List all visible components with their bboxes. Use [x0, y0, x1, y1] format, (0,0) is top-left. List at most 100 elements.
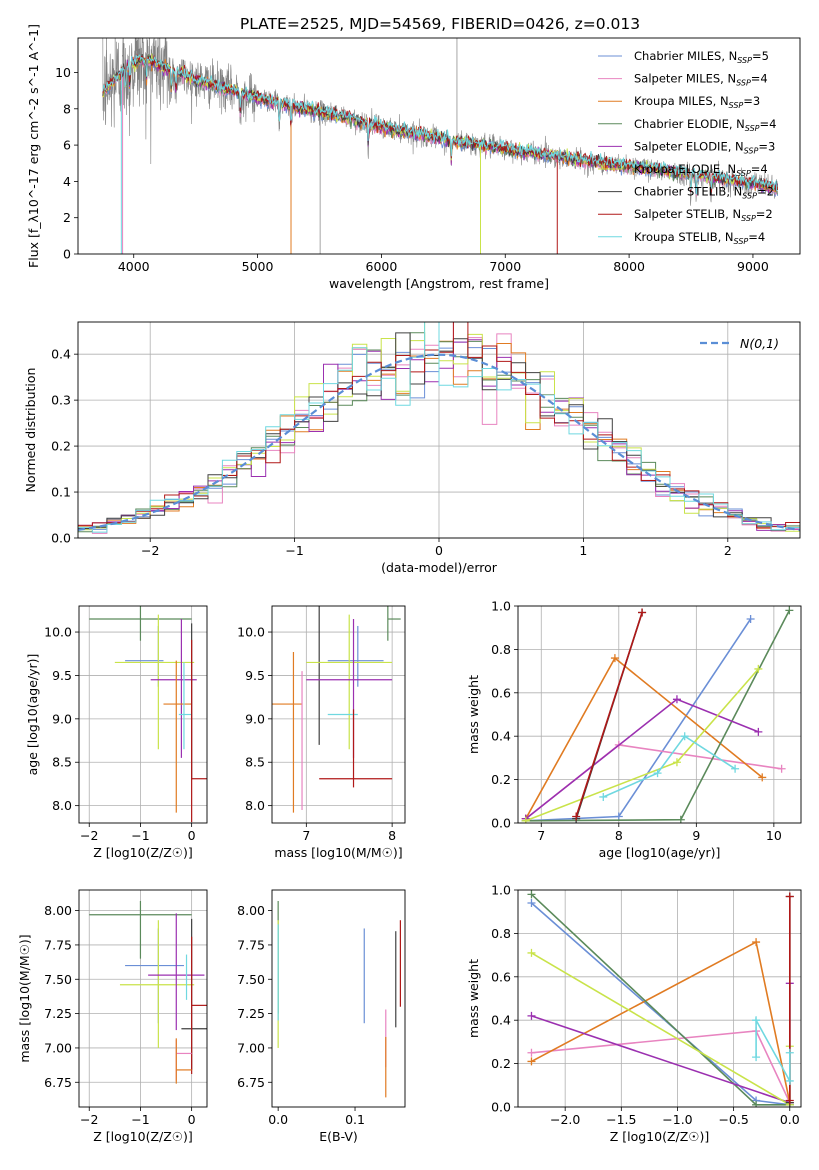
y-tick-label: 0 — [63, 247, 71, 262]
weight-point — [527, 899, 536, 908]
axes-frame — [271, 605, 406, 824]
y-tick-label: 1.0 — [491, 599, 511, 614]
weight-line — [575, 612, 643, 817]
y-tick-label: 1.0 — [491, 883, 511, 898]
y-tick-label: 0.0 — [491, 1100, 511, 1115]
y-tick-label: 8.0 — [52, 798, 72, 813]
y-tick-label: 0.0 — [491, 816, 511, 831]
y-tick-label: 7.25 — [237, 1006, 265, 1021]
y-tick-label: 0.8 — [491, 926, 511, 941]
weight-point — [785, 606, 794, 615]
y-tick-label: 2 — [63, 210, 71, 225]
x-tick-label: 7 — [302, 828, 310, 843]
y-tick-label: 9.0 — [245, 711, 265, 726]
weight-point — [752, 1053, 761, 1062]
weight-line — [525, 656, 763, 820]
weight-point — [638, 608, 647, 617]
model-spectrum — [102, 54, 778, 195]
y-tick-label: 6 — [63, 138, 71, 153]
figure-title: PLATE=2525, MJD=54569, FIBERID=0426, z=0… — [240, 15, 640, 33]
weight-point — [599, 792, 608, 801]
plot-area — [78, 322, 800, 534]
weight-point — [610, 654, 619, 663]
x-axis-label: (data-model)/error — [381, 560, 498, 575]
age_vs_mass-panel: 7 8 8.0 8.5 9.0 9.5 10.0 mass [log10(M/M☉)] — [237, 605, 406, 860]
y-tick-label: 0.4 — [491, 729, 511, 744]
weight-line — [525, 698, 759, 820]
y-axis-label: mass [log10(M/M☉)] — [17, 934, 32, 1062]
y-axis-label: age [log10(age/yr)] — [25, 654, 40, 776]
y-tick-label: 6.75 — [44, 1075, 72, 1090]
age_vs_Z-panel: −2 −1 0 8.0 8.5 9.0 9.5 10.0 Z [log10(Z/Z☉)] age … — [25, 605, 208, 860]
residuals-panel: −2 −1 0 1 2 0.0 0.1 0.2 0.3 0.4 (data-model)/error… — [23, 321, 801, 575]
x-axis-label: age [log10(age/yr)] — [599, 845, 721, 860]
weight-line — [531, 1030, 791, 1104]
weight-line — [602, 735, 736, 798]
y-tick-label: 7.00 — [44, 1040, 72, 1055]
weight-point — [752, 1100, 761, 1107]
weight-point — [752, 938, 761, 947]
x-tick-label: −1 — [131, 828, 149, 843]
x-axis-label: Z [log10(Z/Z☉)] — [93, 845, 193, 860]
y-tick-label: 0.0 — [51, 531, 71, 546]
x-tick-label: −2 — [141, 543, 159, 558]
y-tick-label: 0.8 — [491, 642, 511, 657]
weight-point — [785, 1076, 794, 1085]
y-tick-label: 0.1 — [51, 485, 71, 500]
weight-point — [777, 764, 786, 773]
y-tick-label: 7.75 — [44, 937, 72, 952]
weight-point — [746, 615, 755, 624]
x-tick-label: 8 — [388, 828, 396, 843]
weight-line — [530, 893, 790, 1106]
weight-point — [527, 948, 536, 957]
x-axis-label: Z [log10(Z/Z☉)] — [610, 1129, 710, 1144]
x-tick-label: 6000 — [366, 259, 398, 274]
y-tick-label: 0.6 — [491, 685, 511, 700]
y-tick-label: 8.5 — [52, 755, 72, 770]
x-tick-label: 5000 — [242, 259, 274, 274]
y-tick-label: 8.0 — [245, 798, 265, 813]
weight-point — [754, 664, 763, 673]
weight-point — [572, 812, 581, 821]
x-tick-label: 0 — [188, 1112, 196, 1127]
y-axis-label: mass weight — [466, 959, 481, 1038]
weight-point — [676, 815, 685, 823]
y-tick-label: 0.2 — [491, 772, 511, 787]
axes-frame — [271, 889, 406, 1108]
axes-frame — [77, 37, 801, 255]
legend-label: Chabrier STELIB, NSSP=2 — [634, 185, 774, 201]
y-tick-label: 0.2 — [51, 439, 71, 454]
x-tick-label: 0.0 — [780, 1112, 800, 1127]
x-axis-label: E(B-V) — [319, 1129, 358, 1144]
weight-line — [525, 744, 782, 820]
x-tick-label: 0 — [188, 828, 196, 843]
normal-reference-curve — [78, 353, 800, 531]
y-tick-label: 8.00 — [44, 903, 72, 918]
y-tick-label: 4 — [63, 174, 71, 189]
weight-point — [527, 1011, 536, 1020]
x-axis-label: Z [log10(Z/Z☉)] — [93, 1129, 193, 1144]
spectrum-panel: 4000 5000 6000 7000 8000 9000 0 2 4 6 8 10 wavelengt… — [26, 24, 801, 291]
x-tick-label: −1 — [285, 543, 303, 558]
x-tick-label: −1.0 — [662, 1112, 692, 1127]
y-tick-label: 7.50 — [237, 972, 265, 987]
x-tick-label: −2 — [80, 1112, 98, 1127]
y-tick-label: 6.75 — [237, 1075, 265, 1090]
y-tick-label: 0.4 — [51, 347, 71, 362]
weight-point — [785, 1096, 794, 1105]
y-tick-label: 0.6 — [491, 969, 511, 984]
legend-label: Kroupa STELIB, NSSP=4 — [634, 230, 765, 246]
y-tick-label: 9.5 — [52, 668, 72, 683]
legend-label: Chabrier MILES, NSSP=5 — [634, 49, 769, 65]
residual-histogram — [78, 322, 800, 533]
x-axis-label: wavelength [Angstrom, rest frame] — [329, 276, 549, 291]
legend-label: Chabrier ELODIE, NSSP=4 — [634, 117, 776, 133]
x-tick-label: 9000 — [737, 259, 769, 274]
axes-frame — [77, 321, 801, 539]
weight-point — [758, 773, 767, 782]
x-tick-label: −1 — [131, 1112, 149, 1127]
weight-point — [614, 812, 623, 821]
axes-frame — [78, 605, 208, 824]
x-tick-label: 7 — [537, 828, 545, 843]
